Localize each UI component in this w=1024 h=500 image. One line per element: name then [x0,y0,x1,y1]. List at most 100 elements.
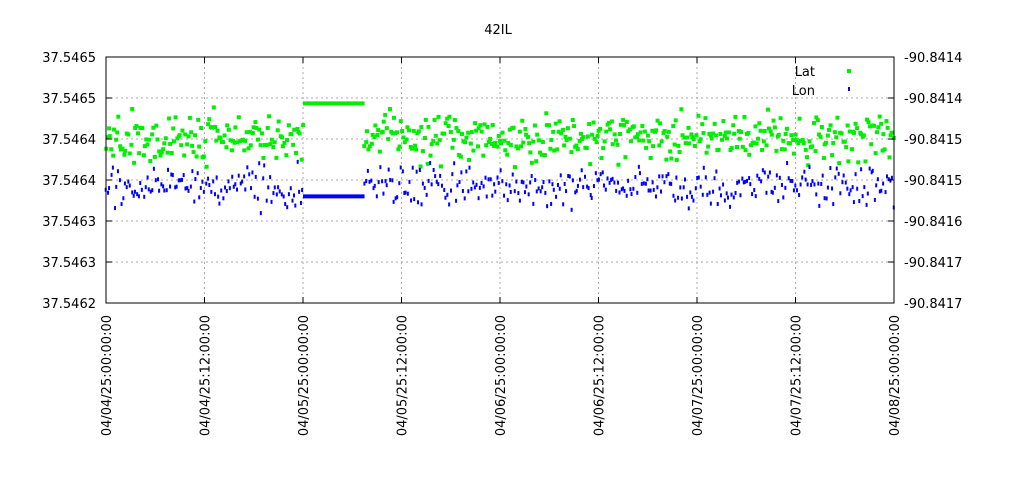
series-lon-point [460,170,463,175]
series-lon-point [525,184,528,189]
series-lat-point [615,142,620,147]
series-lat-point [797,116,802,121]
series-lat-point [534,159,539,164]
series-lat-point [731,123,736,128]
series-lat-point [167,116,172,121]
series-lon-point [860,167,863,172]
series-lon-point [111,165,114,170]
series-lat-point [435,141,440,146]
series-lat-point [552,148,557,153]
legend: Lat Lon [792,65,851,99]
series-lon-point [458,179,461,184]
series-lat-point [162,141,167,146]
series-lon-point [461,188,464,193]
series-lat-point [616,162,621,167]
series-lon-point [278,189,281,194]
series-lon-point [544,190,547,195]
series-lon-point [511,172,514,177]
series-lon-point [709,201,712,206]
series-lon-point [638,171,641,176]
series-lon-point [644,181,647,186]
series-lon-point [143,194,146,199]
series-lon-point [815,192,818,197]
series-lat-point [458,154,463,159]
series-lat-point [265,125,270,130]
series-lat-point [123,148,128,153]
series-lat-point [845,123,850,128]
series-lon-point [122,196,125,201]
series-lon-point [518,198,521,203]
series-lon-point [663,180,666,185]
series-lat-point [844,145,849,150]
series-lon-point [629,187,632,192]
series-lon-point [139,180,142,185]
series-lon-point [132,193,135,198]
series-lon-point [181,177,184,182]
y-right-tick-label: -90.8414 [904,92,962,107]
series-lon-point [140,187,143,192]
series-lat-point [246,146,251,151]
series-lon-point [420,202,423,207]
series-lon-point [505,182,508,187]
series-lat-point [242,148,247,153]
series-lat-point [137,151,142,156]
series-lon-point [831,186,834,191]
series-lat-point [607,120,612,125]
series-lat-point [831,140,836,145]
series-lat-point [215,128,220,133]
series-lon-point [674,198,677,203]
series-lat-point [431,139,436,144]
series-lon-point [811,179,814,184]
series-lon-point [660,189,663,194]
series-lat-point [676,143,681,148]
series-lat-point [436,114,441,119]
series-lat-point [828,123,833,128]
series-lon-point [234,182,237,187]
axis-ticks: 37.5465 -90.8414 37.5465 -90.8414 37.5464 -90… [42,51,962,436]
series-lon-point [610,177,613,182]
y-right-tick-label: -90.8417 [904,256,962,271]
series-lon-point [236,187,239,192]
series-lat-point [856,160,861,165]
series-lat-point [651,144,656,149]
series-lon-point [429,161,432,166]
series-lon-point [506,198,509,203]
series-lon-point [667,172,670,177]
series-lat-point [383,112,388,117]
series-lon-point [729,204,732,209]
series-lat-point [539,152,544,157]
series-lat-point [429,142,434,147]
series-lat-point [760,147,765,152]
series-lat-point [578,131,583,136]
series-lat-point [884,119,889,124]
series-lat-point [513,165,518,170]
series-lat-point [789,133,794,138]
y-right-tick-label: -90.8414 [904,51,962,66]
series-lat-point [885,125,890,130]
series-lon-point [565,189,568,194]
series-lat-point [390,131,395,136]
series-lon-point [246,165,249,170]
series-lon-point [756,173,759,178]
series-lat-point [721,119,726,124]
series-lat-point [279,135,284,140]
series-lon-point [239,181,242,186]
series-lon-point [263,163,266,168]
series-lon-point [656,185,659,190]
series-lon-point [396,195,399,200]
series-lon-point [803,169,806,174]
series-lon-point [389,177,392,182]
series-lon-point [844,180,847,185]
series-lat-point [295,126,300,131]
series-lon-point [131,190,134,195]
series-lon-point [875,183,878,188]
series-lat-point [432,117,437,122]
series-lon-point [832,202,835,207]
series-lat-point [796,141,801,146]
series-lon-point [125,185,128,190]
series-lat-point [122,152,127,157]
series-lon-point [375,194,378,199]
series-lon-point [468,165,471,170]
series-lat-point [469,130,474,135]
series-lon-point [215,175,218,180]
